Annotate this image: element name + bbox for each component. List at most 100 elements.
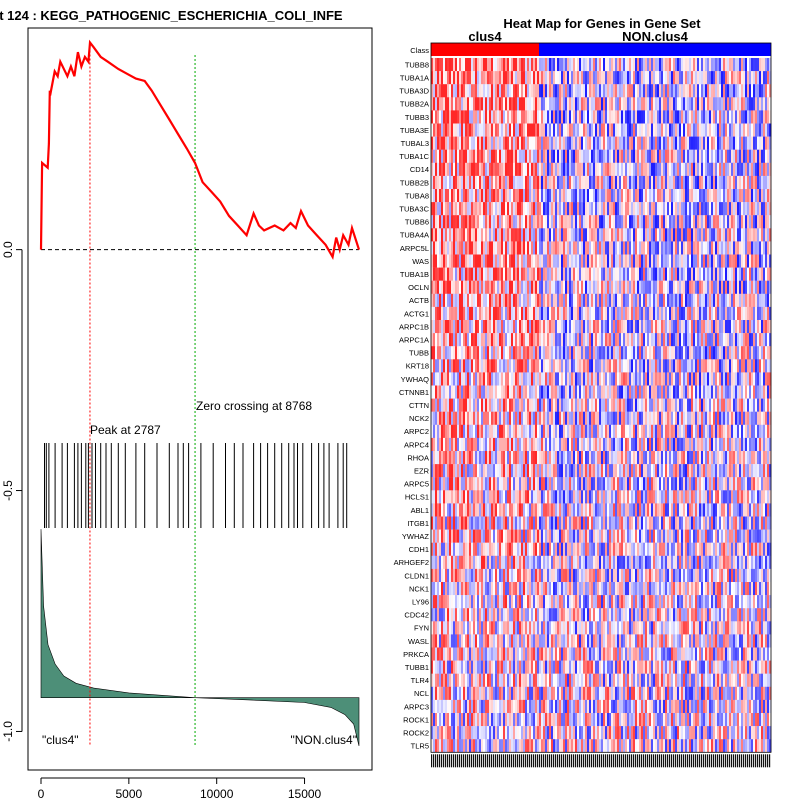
heatmap-cell bbox=[569, 359, 572, 373]
heatmap-cell bbox=[671, 58, 674, 72]
heatmap-cell bbox=[527, 162, 530, 177]
heatmap-cell bbox=[687, 202, 690, 216]
heatmap-cell bbox=[657, 333, 660, 347]
heatmap-cell bbox=[597, 97, 600, 111]
heatmap-cell bbox=[615, 320, 618, 334]
heatmap-cell bbox=[531, 97, 534, 111]
heatmap-cell bbox=[437, 411, 440, 425]
heatmap-cell bbox=[633, 333, 636, 347]
heatmap-cell bbox=[661, 254, 664, 268]
heatmap-cell bbox=[613, 202, 616, 216]
heatmap-cell bbox=[431, 84, 434, 98]
heatmap-cell bbox=[545, 136, 548, 150]
heatmap-cell bbox=[719, 333, 722, 347]
heatmap-cell bbox=[461, 123, 464, 137]
heatmap-cell bbox=[673, 333, 676, 347]
heatmap-cell bbox=[761, 293, 764, 308]
heatmap-cell bbox=[613, 175, 616, 190]
heatmap-cell bbox=[595, 58, 598, 72]
heatmap-cell bbox=[505, 306, 508, 321]
heatmap-cell bbox=[669, 346, 672, 360]
heatmap-cell bbox=[491, 359, 494, 373]
heatmap-cell bbox=[435, 97, 438, 111]
heatmap-cell bbox=[697, 254, 700, 268]
heatmap-cell bbox=[767, 228, 770, 242]
heatmap-cell bbox=[713, 149, 716, 163]
heatmap-cell bbox=[619, 320, 622, 334]
heatmap-cell bbox=[751, 254, 754, 268]
heatmap-cell bbox=[471, 136, 474, 150]
heatmap-cell bbox=[509, 123, 512, 137]
heatmap-cell bbox=[585, 189, 588, 203]
heatmap-cell bbox=[501, 189, 504, 203]
heatmap-cell bbox=[619, 359, 622, 373]
heatmap-cell bbox=[739, 202, 742, 216]
heatmap-cell bbox=[477, 333, 480, 347]
heatmap-cell bbox=[705, 189, 708, 203]
heatmap-cell bbox=[639, 123, 642, 137]
heatmap-cell bbox=[691, 411, 694, 425]
heatmap-cell bbox=[637, 306, 640, 321]
heatmap-cell bbox=[447, 254, 450, 268]
heatmap-cell bbox=[721, 254, 724, 268]
heatmap-cell bbox=[587, 267, 590, 281]
heatmap-cell bbox=[571, 293, 574, 308]
heatmap-cell bbox=[657, 136, 660, 150]
heatmap-cell bbox=[659, 149, 662, 163]
heatmap-cell bbox=[695, 411, 698, 425]
heatmap-cell bbox=[607, 346, 610, 360]
heatmap-cell bbox=[587, 228, 590, 242]
heatmap-cell bbox=[725, 228, 728, 242]
heatmap-cell bbox=[547, 97, 550, 111]
heatmap-cell bbox=[705, 398, 708, 412]
heatmap-cell bbox=[729, 202, 732, 216]
heatmap-cell bbox=[765, 293, 768, 308]
heatmap-cell bbox=[561, 175, 564, 190]
heatmap-cell bbox=[595, 372, 598, 386]
heatmap-cell bbox=[737, 254, 740, 268]
heatmap-cell bbox=[655, 97, 658, 111]
heatmap-cell bbox=[499, 293, 502, 308]
heatmap-cell bbox=[477, 149, 480, 163]
heatmap-cell bbox=[439, 267, 442, 281]
heatmap-cell bbox=[561, 97, 564, 111]
heatmap-cell bbox=[639, 293, 642, 308]
heatmap-cell bbox=[527, 110, 530, 124]
heatmap-cell bbox=[483, 320, 486, 334]
heatmap-cell bbox=[501, 293, 504, 308]
heatmap-cell bbox=[577, 175, 580, 190]
heatmap-cell bbox=[723, 398, 726, 412]
heatmap-cell bbox=[697, 346, 700, 360]
heatmap-cell bbox=[723, 280, 726, 294]
heatmap-cell bbox=[627, 228, 630, 242]
heatmap-cell bbox=[665, 189, 668, 203]
heatmap-cell bbox=[751, 228, 754, 242]
heatmap-cell bbox=[455, 71, 458, 85]
heatmap-cell bbox=[595, 175, 598, 190]
heatmap-cell bbox=[629, 359, 632, 373]
heatmap-cell bbox=[643, 175, 646, 190]
heatmap-cell bbox=[755, 123, 758, 137]
heatmap-cell bbox=[629, 202, 632, 216]
heatmap-cell bbox=[727, 162, 730, 177]
heatmap-cell bbox=[511, 162, 514, 177]
heatmap-cell bbox=[531, 71, 534, 85]
heatmap-cell bbox=[733, 136, 736, 150]
heatmap-cell bbox=[461, 162, 464, 177]
heatmap-cell bbox=[567, 71, 570, 85]
heatmap-cell bbox=[581, 320, 584, 334]
heatmap-cell bbox=[449, 228, 452, 242]
heatmap-cell bbox=[503, 320, 506, 334]
heatmap-cell bbox=[577, 241, 580, 255]
heatmap-cell bbox=[515, 215, 518, 229]
heatmap-cell bbox=[673, 71, 676, 85]
heatmap-cell bbox=[505, 241, 508, 255]
heatmap-cell bbox=[539, 241, 542, 255]
heatmap-cell bbox=[717, 267, 720, 281]
heatmap-cell bbox=[689, 110, 692, 124]
heatmap-cell bbox=[527, 241, 530, 255]
heatmap-cell bbox=[629, 398, 632, 412]
heatmap-cell bbox=[461, 320, 464, 334]
heatmap-cell bbox=[449, 241, 452, 255]
heatmap-cell bbox=[657, 58, 660, 72]
